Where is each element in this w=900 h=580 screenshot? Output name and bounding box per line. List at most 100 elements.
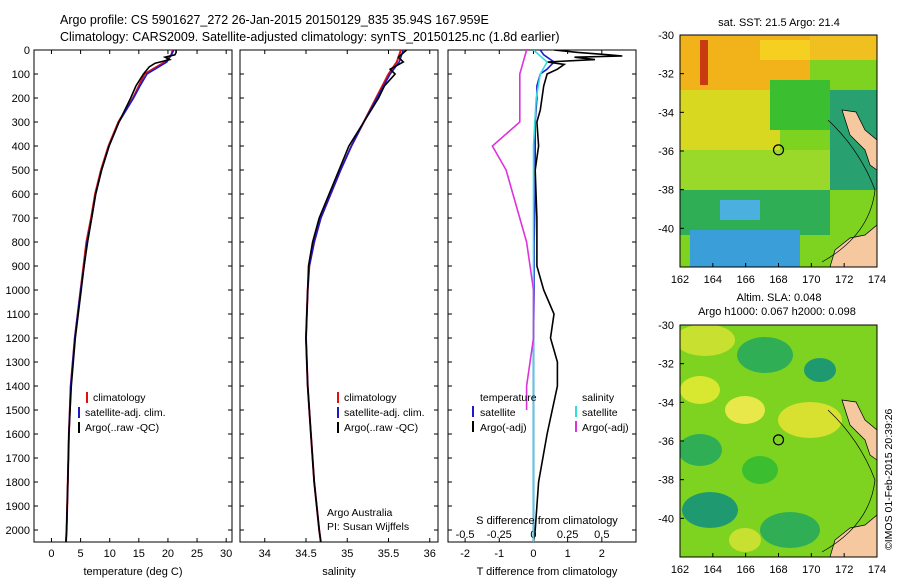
y-tick-label: 1000 [6,285,30,297]
map-x-tick-label: 168 [769,564,787,576]
series-line-2 [532,50,623,542]
x-tick-label: 36 [424,548,436,560]
legend-label-argo: Argo(..raw -QC) [85,422,159,434]
temperature-axes: 0100200300400500600700800900100011001200… [6,45,233,560]
legend-label-climatology: climatology [344,392,397,404]
y-tick-label: 100 [12,69,30,81]
y-tick-label: 1800 [6,477,30,489]
series-line-4 [491,50,535,410]
y-tick-label: 800 [12,237,30,249]
y-tick-label: 1600 [6,429,30,441]
salinity-xlabel: salinity [322,566,356,578]
map-y-tick-label: -30 [658,320,674,332]
map-x-tick-label: 170 [802,274,820,286]
salinity-legend: climatology satellite-adj. clim. Argo(..… [327,392,425,533]
map-x-tick-label: 166 [736,274,754,286]
legend-label-argo: Argo(..raw -QC) [344,422,418,434]
y-tick-label: 0 [24,45,30,57]
x2-tick-label: 0.25 [557,529,578,541]
y-tick-label: 1900 [6,501,30,513]
x-tick-label: 0 [48,548,54,560]
x-tick-label: 15 [133,548,145,560]
header-line-1: Argo profile: CS 5901627_272 26-Jan-2015… [60,13,489,27]
x-tick-label: 10 [104,548,116,560]
temperature-xlabel: temperature (deg C) [83,566,182,578]
map-x-tick-label: 170 [802,564,820,576]
series-line-3 [532,50,549,542]
sla-map-image [680,325,877,557]
t-diff-xlabel: T difference from climatology [477,566,618,578]
x-tick-label: 0 [530,548,536,560]
sst-map-image [680,35,877,267]
sla-map-title: Altim. SLA: 0.048 [737,292,822,304]
legend-label-climatology: climatology [93,392,146,404]
difference-legend: temperature salinity satellite Argo(-adj… [472,392,629,434]
legend-label-sal-argo: Argo(-adj) [582,422,629,434]
difference-panel-frame [447,49,637,543]
series-line-3 [305,50,408,542]
x-tick-label: 20 [162,548,174,560]
sst-map-title: sat. SST: 21.5 Argo: 21.4 [718,17,840,29]
series-line-1 [65,50,174,542]
map-x-tick-label: 162 [671,274,689,286]
sst-map-axes: 162 164 166 168 170 172 174 -30 -32 -34 -36 -38 -40 [658,30,886,286]
temperature-legend: climatology satellite-adj. clim. Argo(..… [78,392,166,434]
map-y-tick-label: -32 [658,69,674,81]
salinity-panel-frame [239,49,439,543]
temperature-panel-frame [33,49,233,543]
y-tick-label: 2000 [6,525,30,537]
map-y-tick-label: -38 [658,475,674,487]
legend-label-temp-satellite: satellite [480,407,516,419]
x2-tick-label: -0.5 [456,529,475,541]
sla-map-subtitle: Argo h1000: 0.067 h2000: 0.098 [698,306,856,318]
pi-label: PI: Susan Wijffels [327,521,409,533]
series-line-2 [305,50,405,542]
x-tick-label: 34.5 [295,548,316,560]
x-tick-label: 35.5 [378,548,399,560]
y-tick-label: 1500 [6,405,30,417]
y-tick-label: 200 [12,93,30,105]
map-x-tick-label: 172 [835,274,853,286]
x-tick-label: 34 [259,548,271,560]
map-x-tick-label: 174 [868,274,886,286]
y-tick-label: 1300 [6,357,30,369]
map-x-tick-label: 168 [769,274,787,286]
x-tick-label: -2 [460,548,470,560]
y-tick-label: 600 [12,189,30,201]
map-y-tick-label: -34 [658,397,674,409]
s-diff-xlabel: S difference from climatology [476,515,618,527]
map-x-tick-label: 164 [704,564,722,576]
y-tick-label: 700 [12,213,30,225]
x2-tick-label: 0.5 [594,529,609,541]
x-tick-label: 35 [341,548,353,560]
salinity-axes: 34 34.5 35 35.5 36 [240,49,438,560]
y-tick-label: 400 [12,141,30,153]
map-x-tick-label: 172 [835,564,853,576]
header-line-2: Climatology: CARS2009. Satellite-adjuste… [60,30,560,44]
map-x-tick-label: 162 [671,564,689,576]
series-line-3 [65,50,177,542]
x-tick-label: 1 [565,548,571,560]
sla-map-axes: 162 164 166 168 170 172 174 -30 -32 -34 -36 -38 -40 [658,320,886,576]
legend-temp-header: temperature [480,392,537,404]
map-y-tick-label: -34 [658,107,674,119]
salinity-lines [304,50,408,542]
argo-position-marker [772,144,785,156]
map-y-tick-label: -40 [658,513,674,525]
difference-axes: -2 -1 0 1 2-0.5 -0.25 0 0.25 0.5 [448,49,636,560]
series-line-2 [65,50,175,542]
map-y-tick-label: -36 [658,146,674,158]
map-y-tick-label: -38 [658,185,674,197]
map-x-tick-label: 166 [736,564,754,576]
x-tick-label: 30 [220,548,232,560]
y-tick-label: 1100 [6,309,30,321]
map-y-tick-label: -30 [658,30,674,42]
x-tick-label: 5 [78,548,84,560]
imos-credit: ©IMOS 01-Feb-2015 20:39:26 [883,408,895,550]
x-tick-label: 2 [599,548,605,560]
y-tick-label: 1200 [6,333,30,345]
map-x-tick-label: 174 [868,564,886,576]
legend-label-temp-argo: Argo(-adj) [480,422,527,434]
difference-lines [491,50,623,542]
